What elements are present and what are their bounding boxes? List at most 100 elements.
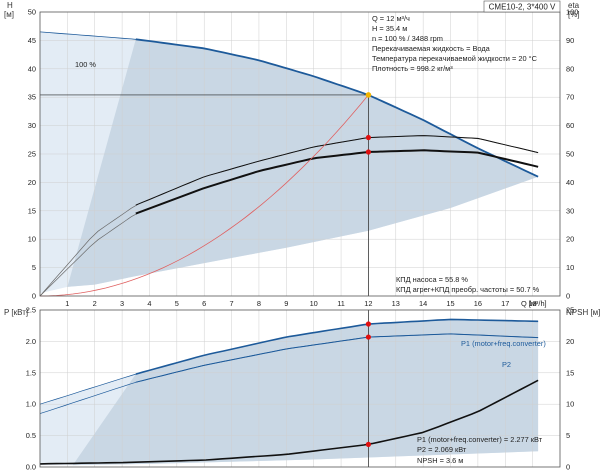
y2-tick-label: 100 <box>566 8 578 17</box>
y2-tick-label: 50 <box>566 150 574 159</box>
bottom-y2-tick-label: 15 <box>566 368 574 377</box>
right-axis-unit: [%] <box>568 10 580 19</box>
info-p1: P1 (motor+freq.converter) = 2.277 кВт <box>417 435 543 444</box>
x-tick-label: 14 <box>419 299 427 308</box>
head-curve <box>135 38 539 178</box>
bottom-y-tick-label: 1.5 <box>26 368 36 377</box>
x-tick-label: 13 <box>392 299 400 308</box>
system-curve <box>39 94 369 297</box>
top-chart-background <box>40 31 539 294</box>
bottom-chart-curves <box>39 310 539 467</box>
bottom-y-tick-label: 0.5 <box>26 431 36 440</box>
legend-p2: P2 <box>502 360 511 369</box>
y-tick-label: 50 <box>28 8 36 17</box>
y-tick-label: 35 <box>28 93 36 102</box>
bottom-y2-tick-label: 0 <box>566 463 570 472</box>
x-tick-label: 9 <box>284 299 288 308</box>
bottom-y-tick-label: 2.5 <box>26 306 36 315</box>
bottom-left-axis-label: P [кВт] <box>4 308 28 317</box>
total-efficiency-curve <box>135 149 539 215</box>
y-tick-label: 10 <box>28 235 36 244</box>
duty-point-marker <box>365 92 372 98</box>
x-tick-label: 2 <box>93 299 97 308</box>
y2-tick-label: 30 <box>566 206 574 215</box>
info-p2: P2 = 2.069 кВт <box>417 445 467 454</box>
y2-tick-label: 20 <box>566 235 574 244</box>
operating-area <box>67 39 539 287</box>
power-area <box>72 319 539 466</box>
info-total-efficiency: КПД агрег+КПД преобр. частоты = 50.7 % <box>396 285 540 294</box>
x-tick-label: 5 <box>175 299 179 308</box>
top-plot-frame <box>39 11 561 297</box>
y2-tick-label: 60 <box>566 121 574 130</box>
x-tick-label: 18 <box>529 299 537 308</box>
bottom-y-tick-label: 2.0 <box>26 337 36 346</box>
npsh-duty-marker <box>365 441 372 447</box>
y-tick-label: 0 <box>32 292 36 301</box>
right-axis-label: eta <box>568 1 580 10</box>
x-tick-label: 12 <box>364 299 372 308</box>
x-tick-label: 15 <box>446 299 454 308</box>
y2-tick-label: 40 <box>566 178 574 187</box>
p1-duty-marker <box>365 321 372 327</box>
info-liquid: Перекачиваемая жидкость = Вода <box>372 44 491 53</box>
p1-curve <box>135 318 539 375</box>
efficiency-info-block: КПД насоса = 55.8 % КПД агрег+КПД преобр… <box>396 275 540 294</box>
bottom-info-block: P1 (motor+freq.converter) = 2.277 кВт P2… <box>417 435 543 465</box>
bottom-plot-frame <box>39 309 561 468</box>
model-label: CME10-2, 3*400 V <box>489 3 556 12</box>
x-tick-label: 17 <box>501 299 509 308</box>
x-tick-label: 6 <box>202 299 206 308</box>
y-tick-label: 25 <box>28 150 36 159</box>
x-tick-label: 1 <box>65 299 69 308</box>
info-flow: Q = 12 м³/ч <box>372 14 410 23</box>
info-speed: n = 100 % / 3488 rpm <box>372 34 443 43</box>
info-pump-efficiency: КПД насоса = 55.8 % <box>396 275 468 284</box>
y-tick-label: 30 <box>28 121 36 130</box>
x-tick-label: 8 <box>257 299 261 308</box>
legend-p1: P1 (motor+freq.converter) <box>461 339 546 348</box>
info-head: H = 35.4 м <box>372 24 407 33</box>
bottom-y-tick-label: 1.0 <box>26 400 36 409</box>
bottom-y-tick-label: 0.0 <box>26 463 36 472</box>
y2-tick-label: 80 <box>566 64 574 73</box>
y-tick-label: 40 <box>28 64 36 73</box>
x-tick-label: 10 <box>310 299 318 308</box>
bottom-y2-tick-label: 10 <box>566 400 574 409</box>
y2-tick-label: 10 <box>566 263 574 272</box>
x-tick-label: 11 <box>337 299 345 308</box>
y2-tick-label: 0 <box>566 292 570 301</box>
axis-tick-labels: 0510152025303540455001020304050607080901… <box>26 8 579 472</box>
npsh-curve <box>39 379 539 465</box>
y2-tick-label: 70 <box>566 93 574 102</box>
p2-duty-marker <box>365 334 372 340</box>
x-axis-label: Q [м³/h] <box>521 299 547 308</box>
x-tick-label: 16 <box>474 299 482 308</box>
y-tick-label: 20 <box>28 178 36 187</box>
top-chart-curves <box>39 31 539 297</box>
x-tick-label: 4 <box>147 299 151 308</box>
speed-label: 100 % <box>75 60 96 69</box>
bottom-chart-background <box>40 319 539 466</box>
top-info-block: Q = 12 м³/ч H = 35.4 м n = 100 % / 3488 … <box>372 14 538 73</box>
p2-curve <box>135 333 539 383</box>
bottom-y2-tick-label: 5 <box>566 431 570 440</box>
efficiency-duty-marker <box>365 149 372 155</box>
x-tick-label: 3 <box>120 299 124 308</box>
info-temperature: Температура перекачиваемой жидкости = 20… <box>372 54 538 63</box>
left-axis-label: H <box>7 1 13 10</box>
y2-tick-label: 90 <box>566 36 574 45</box>
y-tick-label: 5 <box>32 263 36 272</box>
pump-efficiency-curve <box>135 135 539 206</box>
efficiency-duty-marker <box>365 134 372 141</box>
bottom-y2-tick-label: 20 <box>566 337 574 346</box>
model-box <box>483 0 561 13</box>
y-tick-label: 15 <box>28 206 36 215</box>
info-npsh: NPSH = 3.6 м <box>417 456 463 465</box>
info-density: Плотность = 998.2 кг/м³ <box>372 64 453 73</box>
y-tick-label: 45 <box>28 36 36 45</box>
bottom-y2-tick-label: 25 <box>566 306 574 315</box>
left-axis-unit: [м] <box>4 10 14 19</box>
x-tick-label: 7 <box>230 299 234 308</box>
